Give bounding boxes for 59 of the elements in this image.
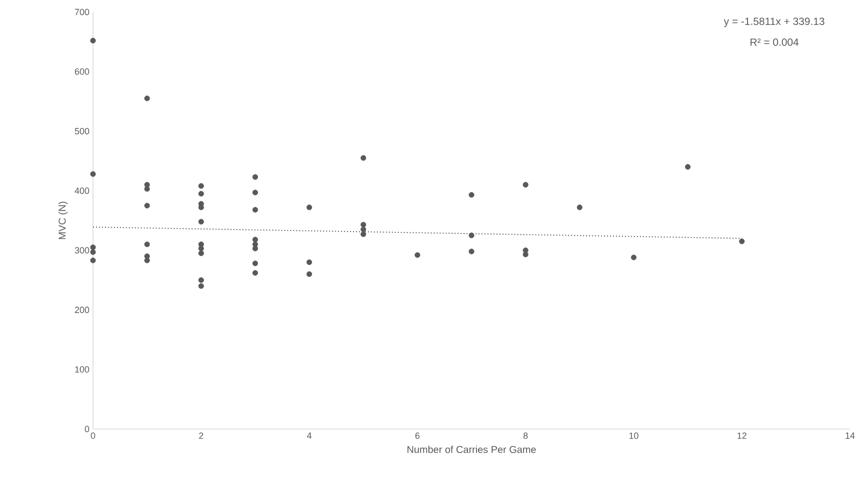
- point: [360, 222, 366, 228]
- point: [198, 283, 204, 289]
- point: [144, 202, 150, 208]
- y-tick-label: 600: [74, 68, 90, 75]
- x-tick-label: 2: [199, 432, 204, 439]
- point: [90, 171, 96, 177]
- point: [360, 155, 366, 161]
- point: [252, 270, 258, 276]
- point: [468, 248, 474, 254]
- y-tick-label: 100: [75, 366, 90, 373]
- annotation: R² = 0.004: [750, 38, 799, 46]
- point: [252, 190, 258, 196]
- point: [360, 231, 366, 237]
- point: [198, 190, 204, 196]
- y-tick-label: 700: [74, 8, 90, 16]
- point: [739, 238, 745, 244]
- x-tick-label: 14: [846, 432, 855, 439]
- point: [198, 250, 204, 256]
- point: [468, 232, 474, 238]
- x-tick-label: 10: [629, 432, 638, 439]
- point: [306, 204, 312, 210]
- y-tick-label: 0: [84, 426, 90, 432]
- point: [685, 164, 691, 170]
- point: [144, 258, 150, 264]
- point: [144, 96, 150, 102]
- x-tick-label: 0: [90, 432, 96, 439]
- x-tick-label: 8: [523, 432, 528, 439]
- point: [576, 204, 582, 210]
- point: [198, 218, 204, 224]
- point: [144, 186, 150, 192]
- point: [90, 38, 96, 44]
- y-tick-label: 400: [74, 188, 90, 194]
- point: [144, 242, 150, 248]
- y-tick-label: 500: [74, 128, 90, 134]
- x-tick-label: 12: [738, 432, 746, 439]
- x-tick-label: 4: [307, 432, 312, 439]
- x-axis-title: Number of Carries Per Game: [408, 446, 536, 454]
- point: [522, 182, 528, 188]
- x-tick-label: 6: [415, 432, 420, 439]
- point: [468, 192, 474, 198]
- point: [198, 277, 204, 283]
- annotation: y = -1.5811x + 339.13: [724, 18, 824, 28]
- point: [414, 252, 420, 258]
- point: [90, 258, 96, 264]
- point: [252, 260, 258, 266]
- point: [90, 249, 96, 255]
- point: [522, 252, 528, 258]
- point: [198, 183, 204, 189]
- point: [306, 259, 312, 265]
- point: [252, 174, 258, 180]
- point: [360, 226, 366, 232]
- point: [252, 206, 258, 213]
- y-axis-title: MVC (N): [58, 202, 68, 240]
- point: [306, 271, 312, 277]
- point: [630, 254, 637, 260]
- point: [90, 244, 96, 250]
- y-tick-label: 200: [74, 306, 90, 314]
- y-tick-label: 300: [74, 247, 90, 254]
- point: [252, 236, 258, 242]
